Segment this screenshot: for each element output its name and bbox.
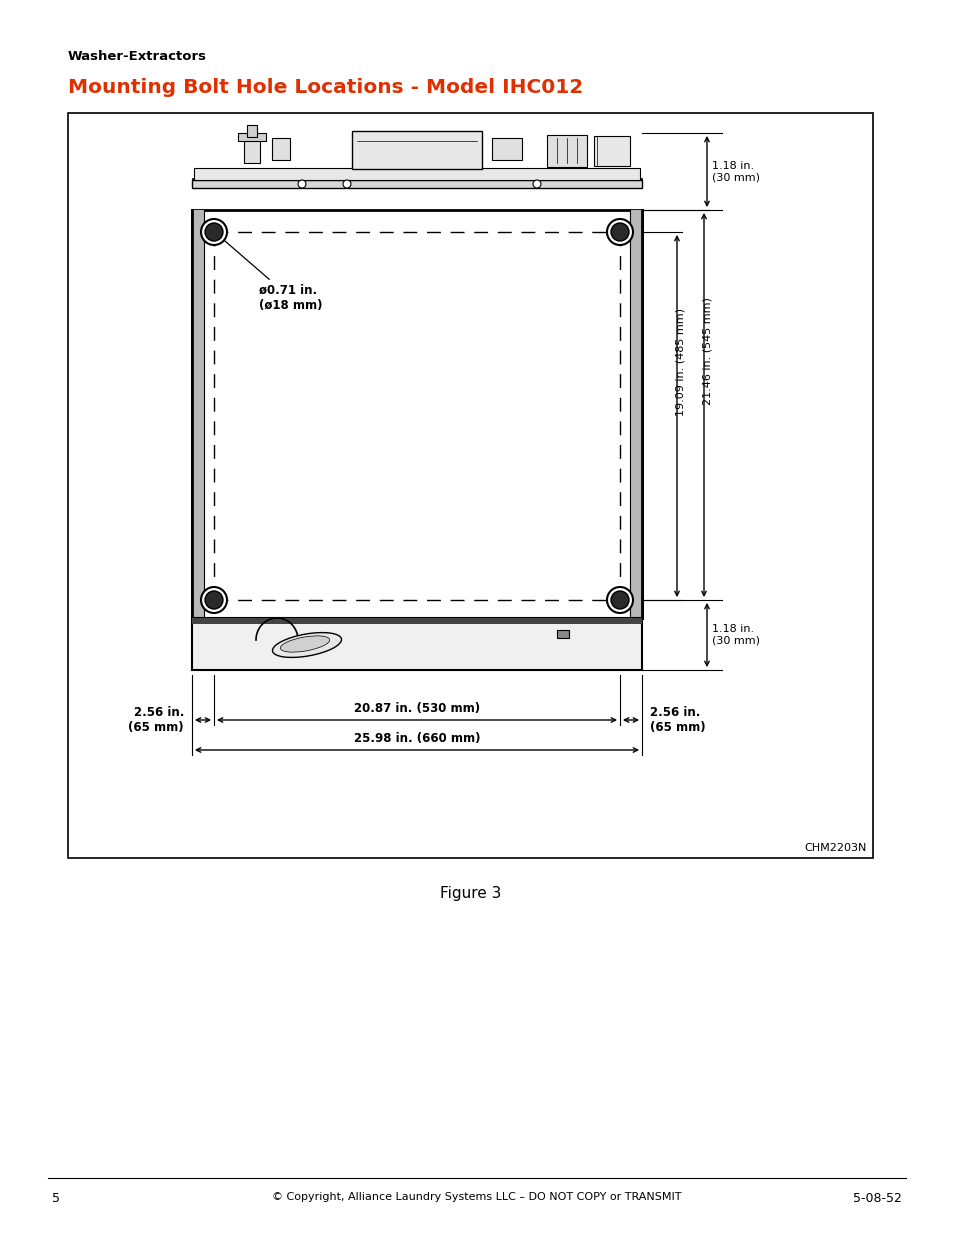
Text: ø0.71 in.
(ø18 mm): ø0.71 in. (ø18 mm) — [212, 230, 322, 312]
Circle shape — [606, 219, 633, 245]
Bar — [68, 112, 872, 858]
Bar — [192, 210, 641, 618]
Bar — [629, 210, 641, 618]
Text: 20.87 in. (530 mm): 20.87 in. (530 mm) — [354, 701, 479, 715]
Text: 21.46 in. (545 mm): 21.46 in. (545 mm) — [702, 298, 712, 405]
Circle shape — [201, 219, 227, 245]
Circle shape — [297, 180, 306, 188]
Text: 5: 5 — [52, 1192, 60, 1205]
Circle shape — [205, 224, 223, 241]
Circle shape — [610, 224, 628, 241]
Text: 5-08-52: 5-08-52 — [852, 1192, 901, 1205]
Bar — [192, 618, 641, 624]
Ellipse shape — [280, 636, 330, 652]
Bar — [594, 136, 629, 165]
Bar — [192, 178, 641, 180]
Bar — [192, 618, 641, 671]
Ellipse shape — [273, 632, 341, 657]
Bar — [247, 125, 256, 137]
Bar — [237, 133, 266, 141]
Bar — [192, 210, 204, 618]
Bar — [546, 135, 586, 167]
Bar — [272, 138, 290, 161]
Text: © Copyright, Alliance Laundry Systems LLC – DO NOT COPY or TRANSMIT: © Copyright, Alliance Laundry Systems LL… — [272, 1192, 681, 1202]
Circle shape — [205, 592, 223, 609]
Text: Mounting Bolt Hole Locations - Model IHC012: Mounting Bolt Hole Locations - Model IHC… — [68, 78, 582, 98]
Text: 1.18 in.
(30 mm): 1.18 in. (30 mm) — [711, 161, 760, 183]
Circle shape — [201, 587, 227, 613]
Text: 25.98 in. (660 mm): 25.98 in. (660 mm) — [354, 732, 479, 745]
Text: 19.09 in. (485 mm): 19.09 in. (485 mm) — [676, 308, 685, 416]
Bar — [557, 630, 568, 638]
Bar — [492, 138, 521, 161]
Bar — [193, 168, 639, 180]
Circle shape — [610, 592, 628, 609]
Circle shape — [606, 587, 633, 613]
Text: CHM2203N: CHM2203N — [803, 844, 866, 853]
Circle shape — [343, 180, 351, 188]
Circle shape — [533, 180, 540, 188]
Text: 2.56 in.
(65 mm): 2.56 in. (65 mm) — [649, 706, 705, 734]
Text: Figure 3: Figure 3 — [439, 885, 500, 902]
Text: 1.18 in.
(30 mm): 1.18 in. (30 mm) — [711, 624, 760, 646]
Bar — [244, 135, 260, 163]
Bar — [192, 180, 641, 188]
Text: 2.56 in.
(65 mm): 2.56 in. (65 mm) — [129, 706, 184, 734]
Text: Washer-Extractors: Washer-Extractors — [68, 49, 207, 63]
Bar — [352, 131, 481, 169]
